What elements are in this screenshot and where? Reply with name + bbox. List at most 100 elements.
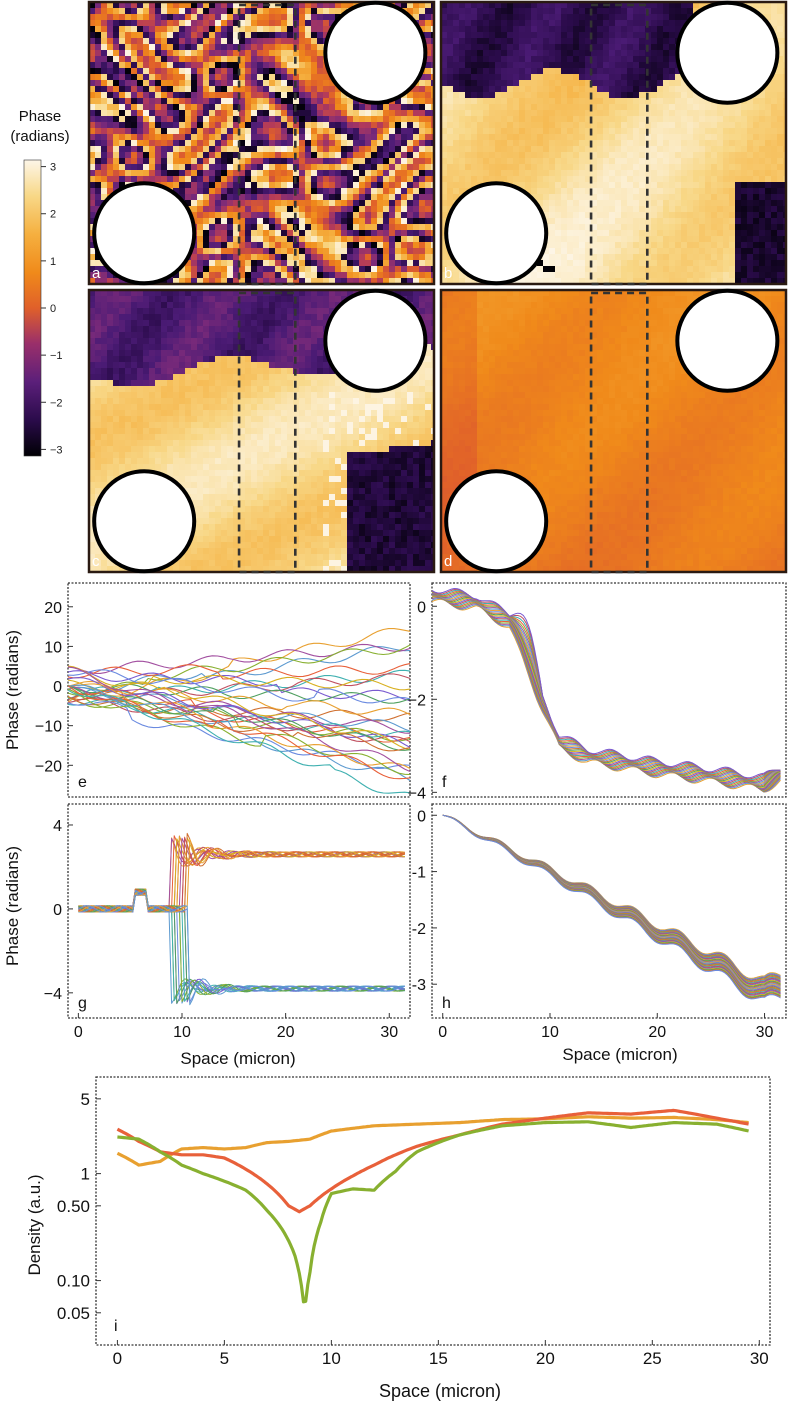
phase-pixel <box>441 140 448 147</box>
phase-pixel <box>311 38 318 45</box>
phase-pixel <box>287 272 294 279</box>
phase-pixel <box>747 188 754 195</box>
phase-pixel <box>501 134 508 141</box>
phase-pixel <box>651 164 658 171</box>
phase-pixel <box>471 128 478 135</box>
phase-pixel <box>777 14 784 21</box>
phase-pixel <box>501 176 508 183</box>
phase-pixel <box>699 176 706 183</box>
phase-pixel <box>507 152 514 159</box>
phase-pixel <box>233 236 240 243</box>
phase-pixel <box>191 116 198 123</box>
phase-pixel <box>777 158 784 165</box>
phase-pixel <box>275 50 282 57</box>
phase-pixel <box>723 182 730 189</box>
phase-pixel <box>335 266 342 273</box>
phase-pixel <box>119 62 126 69</box>
phase-pixel <box>305 62 312 69</box>
phase-pixel <box>765 122 772 129</box>
phase-pixel <box>483 92 490 99</box>
phase-pixel <box>771 26 778 33</box>
phase-pixel <box>389 242 396 249</box>
phase-pixel <box>149 14 156 21</box>
phase-pixel <box>627 110 634 117</box>
phase-pixel <box>329 254 336 261</box>
phase-pixel <box>501 98 508 105</box>
phase-pixel <box>251 188 258 195</box>
phase-pixel <box>155 38 162 45</box>
phase-pixel <box>197 128 204 135</box>
phase-pixel <box>519 74 526 81</box>
phase-pixel <box>425 248 432 255</box>
phase-pixel <box>747 2 754 9</box>
phase-pixel <box>311 230 318 237</box>
phase-pixel <box>687 104 694 111</box>
phase-pixel <box>567 122 574 129</box>
phase-pixel <box>537 68 544 75</box>
phase-pixel <box>459 50 466 57</box>
phase-pixel <box>483 20 490 27</box>
phase-pixel <box>149 62 156 69</box>
phase-pixel <box>137 62 144 69</box>
phase-pixel <box>561 62 568 69</box>
phase-pixel <box>407 260 414 267</box>
phase-pixel <box>209 152 216 159</box>
phase-pixel <box>185 182 192 189</box>
phase-pixel <box>293 230 300 237</box>
phase-pixel <box>365 212 372 219</box>
phase-pixel <box>663 68 670 75</box>
phase-pixel <box>395 206 402 213</box>
phase-pixel <box>257 206 264 213</box>
phase-pixel <box>287 194 294 201</box>
phase-pixel <box>483 68 490 75</box>
phase-pixel <box>585 86 592 93</box>
phase-pixel <box>759 2 766 9</box>
phase-pixel <box>777 128 784 135</box>
phase-pixel <box>651 92 658 99</box>
phase-pixel <box>579 176 586 183</box>
phase-pixel <box>453 86 460 93</box>
phase-pixel <box>311 56 318 63</box>
phase-pixel <box>401 134 408 141</box>
phase-pixel <box>627 86 634 93</box>
phase-pixel <box>383 104 390 111</box>
phase-pixel <box>525 2 532 9</box>
phase-pixel <box>759 188 766 195</box>
phase-pixel <box>447 26 454 33</box>
phase-pixel <box>609 212 616 219</box>
phase-pixel <box>431 38 435 45</box>
phase-pixel <box>507 92 514 99</box>
phase-pixel <box>341 98 348 105</box>
phase-pixel <box>215 242 222 249</box>
phase-pixel <box>501 122 508 129</box>
phase-pixel <box>395 218 402 225</box>
phase-pixel <box>537 152 544 159</box>
phase-pixel <box>149 140 156 147</box>
phase-pixel <box>383 272 390 279</box>
phase-pixel <box>573 140 580 147</box>
phase-pixel <box>567 26 574 33</box>
phase-pixel <box>341 230 348 237</box>
phase-pixel <box>137 14 144 21</box>
phase-pixel <box>531 26 538 33</box>
phase-pixel <box>209 98 216 105</box>
phase-pixel <box>519 128 526 135</box>
phase-pixel <box>681 170 688 177</box>
phase-pixel <box>501 62 508 69</box>
phase-pixel <box>401 182 408 189</box>
phase-pixel <box>227 8 234 15</box>
phase-pixel <box>287 266 294 273</box>
phase-pixel <box>287 260 294 267</box>
phase-pixel <box>317 44 324 51</box>
phase-pixel <box>609 134 616 141</box>
phase-pixel <box>783 152 787 159</box>
phase-pixel <box>657 68 664 75</box>
phase-pixel <box>257 38 264 45</box>
phase-pixel <box>729 152 736 159</box>
phase-pixel <box>459 32 466 39</box>
phase-pixel <box>537 74 544 81</box>
phase-pixel <box>603 188 610 195</box>
phase-pixel <box>519 176 526 183</box>
phase-pixel <box>89 86 96 93</box>
phase-pixel <box>777 188 784 195</box>
